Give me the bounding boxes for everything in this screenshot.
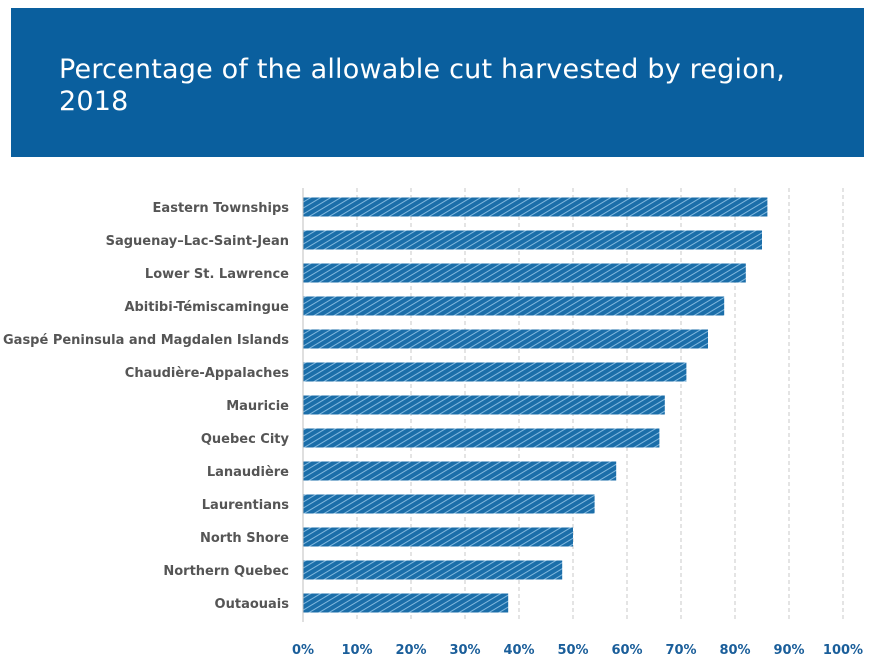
category-label: Northern Quebec (163, 564, 289, 579)
bars (303, 197, 768, 613)
x-tick-label: 0% (292, 643, 314, 658)
bar (303, 362, 687, 382)
x-tick-label: 90% (773, 643, 804, 658)
bar (303, 296, 725, 316)
category-label: Gaspé Peninsula and Magdalen Islands (3, 333, 289, 348)
bar (303, 527, 573, 547)
bar (303, 197, 768, 217)
category-label: Eastern Townships (153, 201, 290, 216)
bar (303, 230, 762, 250)
x-tick-labels: 0% 10% 20% 30% 40% 50% 60% 70% 80% 90% 100% (292, 643, 863, 658)
bar (303, 560, 563, 580)
category-label: Outaouais (215, 597, 290, 612)
category-label: Abitibi-Témiscamingue (124, 300, 289, 315)
category-label: North Shore (200, 531, 289, 546)
category-label: Quebec City (201, 432, 290, 447)
category-label: Chaudière-Appalaches (125, 366, 289, 381)
category-label: Mauricie (226, 399, 289, 414)
x-tick-label: 30% (449, 643, 480, 658)
x-tick-label: 70% (665, 643, 696, 658)
category-label: Saguenay–Lac-Saint-Jean (106, 234, 289, 249)
bar (303, 593, 509, 613)
x-tick-label: 100% (823, 643, 863, 658)
bar (303, 494, 595, 514)
category-label: Lanaudière (207, 465, 289, 480)
title-banner: Percentage of the allowable cut harveste… (11, 8, 864, 157)
bar (303, 428, 660, 448)
x-tick-label: 50% (557, 643, 588, 658)
bar (303, 329, 708, 349)
x-tick-label: 40% (503, 643, 534, 658)
x-tick-label: 20% (395, 643, 426, 658)
category-labels: Eastern Townships Saguenay–Lac-Saint-Jean… (3, 201, 290, 612)
bar (303, 263, 746, 283)
category-label: Laurentians (202, 498, 289, 513)
chart-title: Percentage of the allowable cut harveste… (59, 54, 786, 117)
bar (303, 395, 665, 415)
x-tick-label: 60% (611, 643, 642, 658)
bar (303, 461, 617, 481)
category-label: Lower St. Lawrence (145, 267, 289, 282)
x-tick-label: 80% (719, 643, 750, 658)
x-tick-label: 10% (341, 643, 372, 658)
